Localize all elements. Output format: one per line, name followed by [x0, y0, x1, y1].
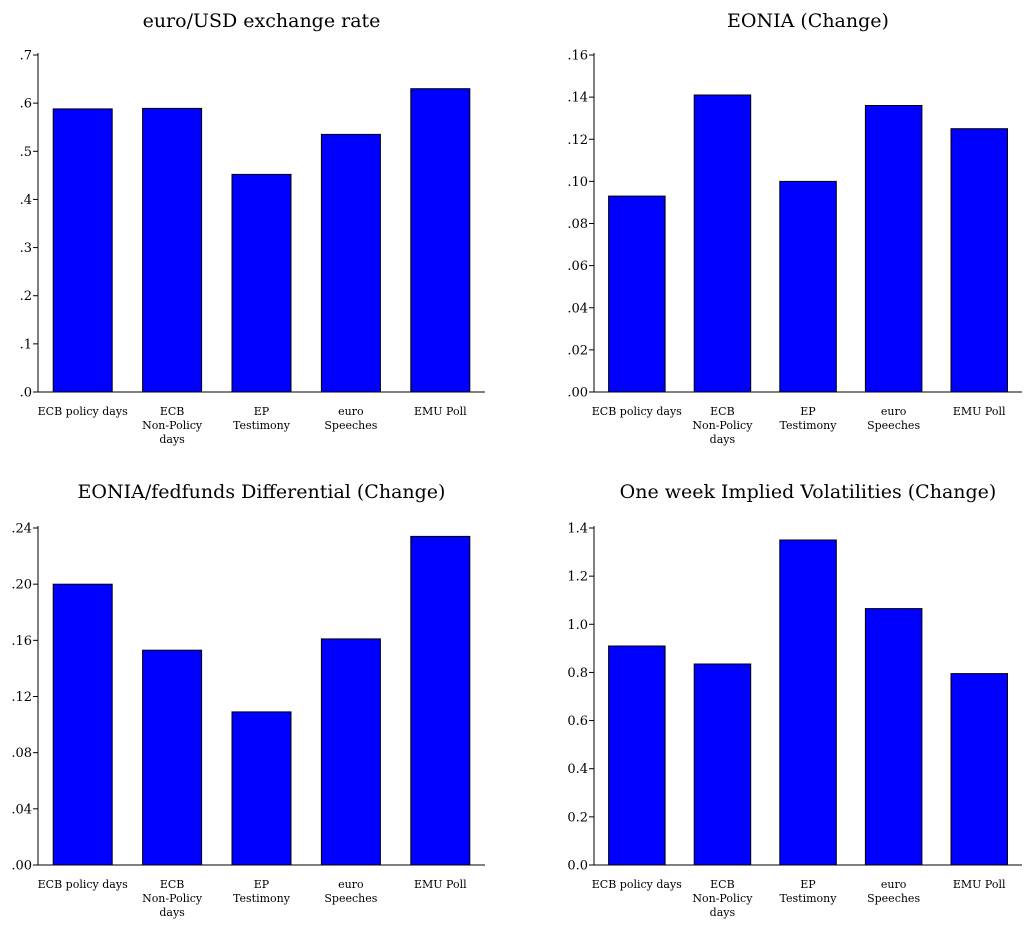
x-tick-label: EMU Poll: [414, 878, 467, 891]
bar: [231, 173, 292, 393]
chart-panel-3: EONIA/fedfunds Differential (Change) ECB …: [11, 481, 485, 919]
bar: [693, 663, 752, 866]
x-tick-label: EP Testimony: [233, 405, 291, 432]
x-tick-label: ECB Non-Policy days: [142, 405, 203, 446]
bar: [608, 195, 666, 393]
y-tick-label: .04: [11, 802, 32, 817]
y-tick-label: .12: [567, 133, 588, 148]
y-tick-label: .3: [20, 241, 32, 256]
y-tick-label: .20: [11, 578, 32, 593]
y-tick-label: .14: [567, 91, 588, 106]
bar: [410, 88, 471, 393]
y-tick-label: 0.4: [567, 762, 588, 777]
bar: [142, 649, 203, 866]
chart-panel-1: euro/USD exchange rate ECB policy days ECB…: [20, 10, 485, 446]
x-tick-label: euro Speeches: [867, 878, 920, 905]
x-tick-label: EMU Poll: [953, 405, 1006, 418]
y-tick-label: .5: [20, 145, 32, 160]
x-tick-label: EP Testimony: [780, 405, 838, 432]
bar: [320, 133, 381, 393]
bar: [142, 107, 203, 393]
y-tick-label: 0.2: [567, 810, 588, 825]
bar: [608, 645, 666, 866]
chart-title: EONIA/fedfunds Differential (Change): [78, 481, 446, 503]
x-tick-label: euro Speeches: [324, 405, 377, 432]
y-tick-label: .08: [11, 746, 32, 761]
y-tick-label: 0.6: [567, 714, 588, 729]
y-tick-label: .0: [20, 386, 32, 401]
bar: [693, 94, 752, 393]
chart-title: EONIA (Change): [727, 10, 889, 32]
y-tick-label: .16: [11, 634, 32, 649]
y-tick-label: .00: [11, 859, 32, 874]
bar: [231, 711, 292, 866]
x-tick-label: ECB Non-Policy days: [692, 878, 753, 919]
x-tick-label: EP Testimony: [780, 878, 838, 905]
bar: [779, 180, 837, 393]
bar: [410, 535, 471, 866]
bar: [864, 105, 923, 393]
bar: [52, 108, 113, 393]
y-tick-label: .6: [20, 97, 32, 112]
y-tick-label: .24: [11, 522, 32, 537]
y-tick-label: .10: [567, 175, 588, 190]
y-tick-label: .06: [567, 259, 588, 274]
y-tick-label: .4: [20, 193, 32, 208]
x-tick-label: ECB policy days: [592, 405, 682, 418]
x-tick-label: ECB Non-Policy days: [692, 405, 753, 446]
y-tick-label: .7: [20, 49, 32, 64]
bar: [320, 638, 381, 866]
y-tick-label: .08: [567, 217, 588, 232]
y-tick-label: 0.8: [567, 666, 588, 681]
y-tick-label: 1.2: [567, 570, 588, 585]
bar: [950, 128, 1008, 393]
chart-panel-2: EONIA (Change) ECB policy days ECB Non-Poli…: [567, 10, 1022, 446]
bar: [950, 673, 1008, 866]
x-tick-label: euro Speeches: [324, 878, 377, 905]
bar: [779, 539, 837, 866]
x-tick-label: ECB policy days: [38, 878, 128, 891]
bar: [864, 608, 923, 866]
chart-title: One week Implied Volatilities (Change): [620, 481, 997, 503]
y-tick-label: 0.0: [567, 859, 588, 874]
chart-panel-4: One week Implied Volatilities (Change) EC…: [567, 481, 1022, 919]
x-tick-label: EP Testimony: [233, 878, 291, 905]
y-tick-label: 1.4: [567, 522, 588, 537]
x-tick-label: ECB policy days: [592, 878, 682, 891]
y-tick-label: 1.0: [567, 618, 588, 633]
y-tick-label: .2: [20, 289, 32, 304]
x-tick-label: ECB policy days: [38, 405, 128, 418]
y-tick-label: .1: [20, 337, 32, 352]
y-tick-label: .02: [567, 343, 588, 358]
y-tick-label: .12: [11, 690, 32, 705]
y-tick-label: .00: [567, 386, 588, 401]
x-tick-label: ECB Non-Policy days: [142, 878, 203, 919]
y-tick-label: .16: [567, 49, 588, 64]
bar: [52, 583, 113, 866]
y-tick-label: .04: [567, 301, 588, 316]
x-tick-label: EMU Poll: [414, 405, 467, 418]
x-tick-label: EMU Poll: [953, 878, 1006, 891]
x-tick-label: euro Speeches: [867, 405, 920, 432]
chart-title: euro/USD exchange rate: [143, 10, 381, 32]
